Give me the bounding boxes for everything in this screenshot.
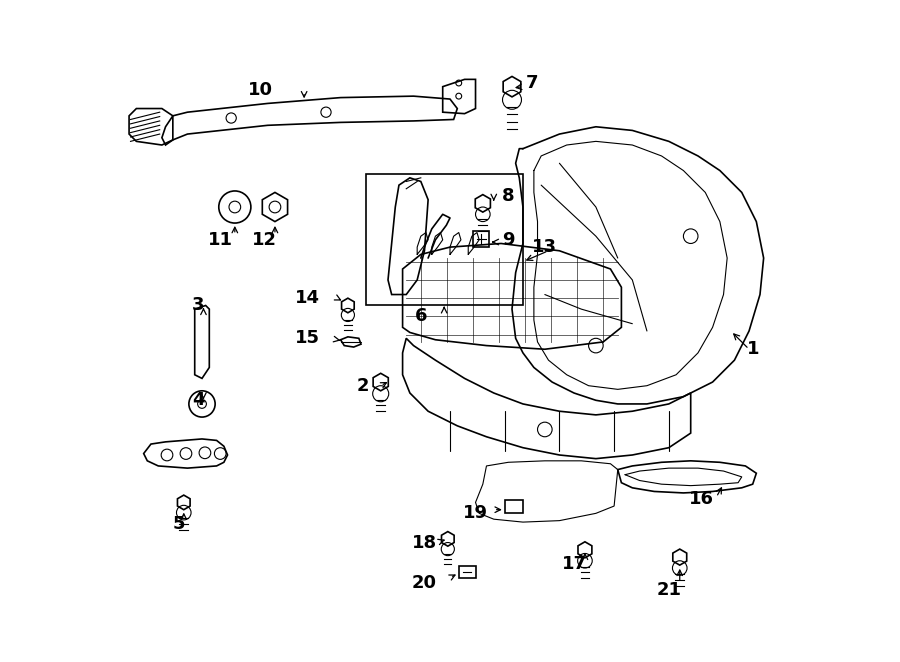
Text: 14: 14 <box>295 289 320 307</box>
Text: 7: 7 <box>526 74 538 92</box>
Text: 13: 13 <box>532 238 557 256</box>
Text: 21: 21 <box>656 581 681 599</box>
Text: 18: 18 <box>412 534 437 551</box>
Text: 4: 4 <box>192 391 204 409</box>
Text: 8: 8 <box>502 187 515 205</box>
Text: 5: 5 <box>173 515 184 534</box>
Text: 19: 19 <box>463 504 488 522</box>
Text: 3: 3 <box>192 297 204 314</box>
Text: 10: 10 <box>248 81 273 99</box>
Bar <box>366 174 523 305</box>
Text: 12: 12 <box>251 231 276 249</box>
Text: 11: 11 <box>208 231 233 249</box>
Text: 2: 2 <box>356 377 369 395</box>
Text: 20: 20 <box>412 574 437 592</box>
Text: 16: 16 <box>689 490 714 508</box>
Text: 17: 17 <box>562 555 587 573</box>
Text: 6: 6 <box>415 307 428 326</box>
Text: 15: 15 <box>295 329 320 348</box>
Text: 1: 1 <box>746 340 759 358</box>
Text: 9: 9 <box>502 231 515 249</box>
